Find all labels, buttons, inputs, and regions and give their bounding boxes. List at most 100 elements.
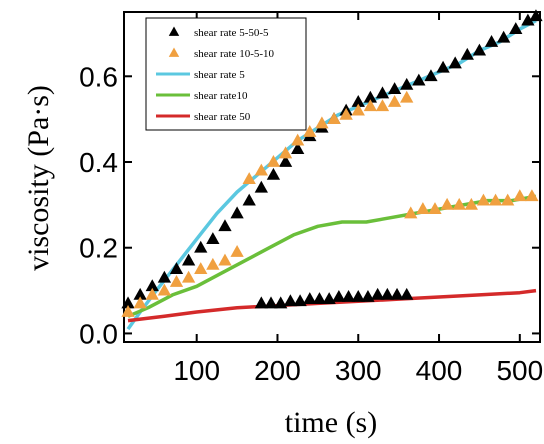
data-point bbox=[242, 172, 256, 185]
data-point bbox=[206, 232, 220, 245]
y-tick-label: 0.0 bbox=[79, 318, 118, 349]
data-point bbox=[428, 202, 442, 215]
data-point bbox=[521, 13, 535, 26]
data-point bbox=[291, 142, 305, 155]
data-point bbox=[293, 294, 307, 307]
data-point bbox=[254, 296, 268, 309]
data-point bbox=[121, 296, 135, 309]
data-point bbox=[448, 56, 462, 69]
data-point bbox=[278, 155, 293, 167]
data-point bbox=[513, 189, 527, 202]
series-line bbox=[127, 288, 537, 323]
data-point bbox=[472, 43, 487, 56]
data-point bbox=[400, 77, 414, 90]
data-point bbox=[218, 219, 232, 232]
data-point bbox=[404, 206, 418, 219]
data-point bbox=[440, 197, 454, 210]
data-point bbox=[501, 193, 515, 206]
data-point bbox=[145, 279, 159, 292]
x-tick-label: 300 bbox=[335, 355, 382, 386]
data-point bbox=[484, 35, 499, 47]
legend-label: shear rate 5-50-5 bbox=[194, 27, 269, 39]
data-point bbox=[264, 296, 278, 309]
legend-label: shear rate 50 bbox=[194, 111, 251, 123]
x-axis-title: time (s) bbox=[285, 406, 377, 439]
data-point bbox=[424, 69, 438, 82]
data-point bbox=[266, 155, 281, 167]
data-point bbox=[341, 290, 356, 302]
legend-swatch bbox=[168, 47, 180, 57]
data-point bbox=[476, 193, 491, 206]
data-point bbox=[303, 292, 317, 305]
data-point bbox=[194, 240, 208, 253]
y-tick-label: 0.2 bbox=[79, 233, 118, 264]
data-point bbox=[351, 290, 365, 302]
data-point bbox=[363, 90, 378, 103]
data-point bbox=[230, 245, 244, 257]
data-point bbox=[351, 103, 365, 116]
data-point bbox=[452, 197, 466, 210]
data-point bbox=[322, 292, 336, 305]
data-point bbox=[266, 167, 281, 180]
data-point bbox=[169, 262, 184, 275]
data-point bbox=[387, 95, 402, 107]
data-point bbox=[242, 193, 256, 206]
data-point bbox=[218, 253, 232, 266]
legend: shear rate 5-50-5 shear rate 10-5-10 shear… bbox=[145, 17, 307, 131]
legend-label: shear rate 5 bbox=[194, 69, 245, 81]
x-tick-label: 400 bbox=[416, 355, 463, 386]
data-point bbox=[361, 290, 375, 302]
data-point bbox=[291, 133, 305, 146]
plot-frame bbox=[123, 11, 541, 343]
data-point bbox=[363, 99, 378, 112]
legend-label: shear rate 10-5-10 bbox=[194, 48, 275, 60]
data-point bbox=[416, 202, 430, 215]
data-point bbox=[274, 296, 288, 309]
data-point bbox=[387, 82, 402, 95]
y-axis-title: viscosity (Pa·s) bbox=[22, 85, 55, 271]
data-point bbox=[529, 9, 543, 22]
x-tick-label: 100 bbox=[173, 355, 220, 386]
x-tick-label: 200 bbox=[254, 355, 301, 386]
data-point bbox=[327, 112, 341, 125]
data-point bbox=[497, 30, 511, 43]
data-point bbox=[121, 305, 135, 317]
y-axis: 0.0 0.2 0.4 0.6 bbox=[79, 61, 540, 349]
data-point bbox=[460, 47, 474, 60]
data-point bbox=[283, 294, 298, 307]
legend-box bbox=[145, 17, 307, 131]
x-tick-label: 500 bbox=[496, 355, 543, 386]
data-point bbox=[312, 292, 327, 305]
data-point bbox=[254, 163, 268, 176]
data-point bbox=[230, 206, 244, 219]
data-point bbox=[509, 22, 523, 35]
legend-label: shear rate10 bbox=[194, 90, 248, 102]
data-point bbox=[351, 95, 365, 107]
data-point bbox=[464, 197, 478, 210]
series-line bbox=[127, 194, 537, 318]
data-point bbox=[133, 296, 147, 309]
data-point bbox=[181, 253, 196, 266]
data-point bbox=[400, 287, 414, 300]
x-axis: 100 200 300 400 500 bbox=[173, 12, 543, 386]
data-point bbox=[375, 99, 390, 112]
data-point bbox=[133, 287, 147, 300]
data-point bbox=[436, 60, 450, 73]
data-point bbox=[206, 257, 220, 270]
data-point bbox=[332, 290, 346, 302]
y-tick-label: 0.4 bbox=[79, 147, 118, 178]
data-point bbox=[157, 270, 172, 283]
data-point bbox=[194, 262, 208, 275]
y-tick-label: 0.6 bbox=[79, 61, 118, 92]
data-point bbox=[488, 193, 503, 206]
data-point bbox=[157, 283, 172, 296]
data-point bbox=[169, 275, 184, 287]
data-point bbox=[390, 287, 404, 300]
data-point bbox=[370, 287, 385, 300]
data-point bbox=[525, 189, 539, 202]
legend-swatch bbox=[168, 26, 180, 36]
data-point bbox=[380, 287, 394, 300]
data-point bbox=[278, 146, 293, 159]
data-point bbox=[254, 180, 268, 193]
